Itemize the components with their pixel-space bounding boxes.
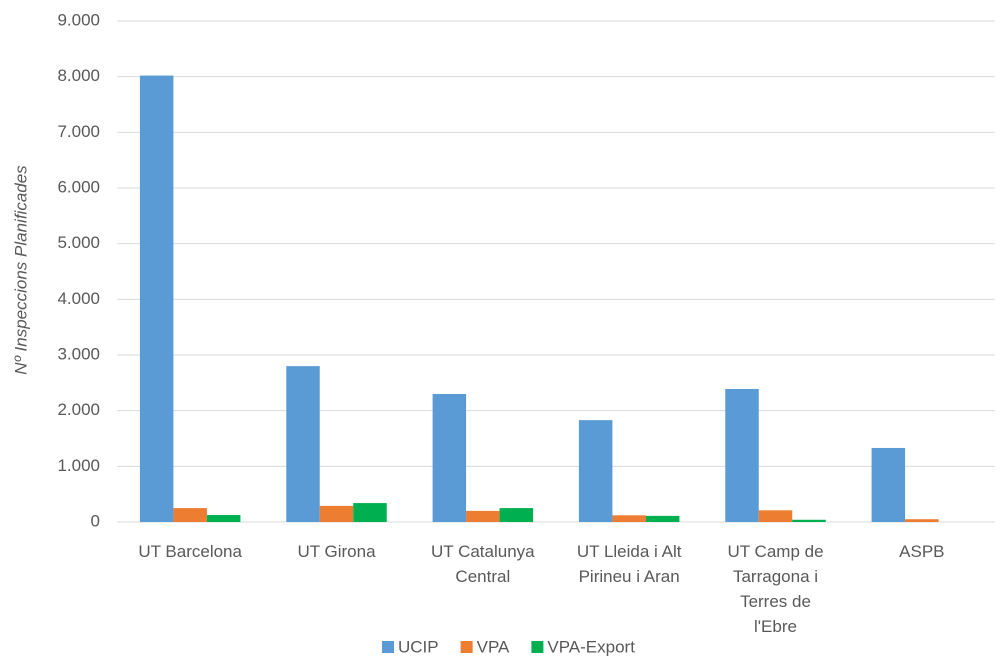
bar (871, 447, 906, 522)
legend-label: VPA-Export (547, 637, 635, 656)
x-tick-label: UT Camp de Tarragona i Terres de l'Ebre (727, 542, 823, 636)
bar (758, 510, 793, 522)
y-tick-label: 1.000 (57, 456, 100, 475)
bar (905, 519, 939, 522)
y-tick-label: 6.000 (57, 177, 100, 196)
y-tick-label: 3.000 (57, 344, 100, 363)
bar (353, 503, 387, 522)
legend-swatch (531, 641, 544, 653)
bar (645, 515, 680, 522)
legend-label: UCIP (398, 637, 439, 656)
legend-swatch (460, 641, 473, 653)
bar (173, 508, 207, 522)
y-tick-label: 2.000 (57, 400, 100, 419)
bar (319, 505, 354, 522)
bar (206, 515, 241, 522)
legend-swatch (382, 641, 394, 653)
y-tick-label: 5.000 (57, 233, 100, 252)
bar (466, 510, 500, 522)
x-tick-label: UT Catalunya Central (431, 542, 535, 586)
y-tick-label: 8.000 (57, 66, 100, 85)
bar (792, 519, 826, 522)
bar (578, 420, 613, 522)
bar (286, 366, 320, 522)
y-axis-label: Nº Inspeccions Planificades (11, 165, 30, 375)
bar (725, 388, 759, 522)
x-tick-label: ASPB (899, 542, 944, 561)
x-tick-label: UT Lleida i Alt Pirineu i Aran (577, 542, 682, 586)
y-tick-label: 4.000 (57, 289, 100, 308)
bar (612, 515, 646, 522)
y-tick-label: 9.000 (57, 10, 100, 29)
x-tick-label: UT Barcelona (138, 542, 242, 561)
y-tick-label: 0 (91, 511, 100, 530)
bar (432, 393, 467, 522)
y-tick-label: 7.000 (57, 122, 100, 141)
bar (499, 508, 534, 522)
x-tick-label: UT Girona (297, 542, 376, 561)
bar (139, 75, 174, 522)
legend-label: VPA (477, 637, 510, 656)
